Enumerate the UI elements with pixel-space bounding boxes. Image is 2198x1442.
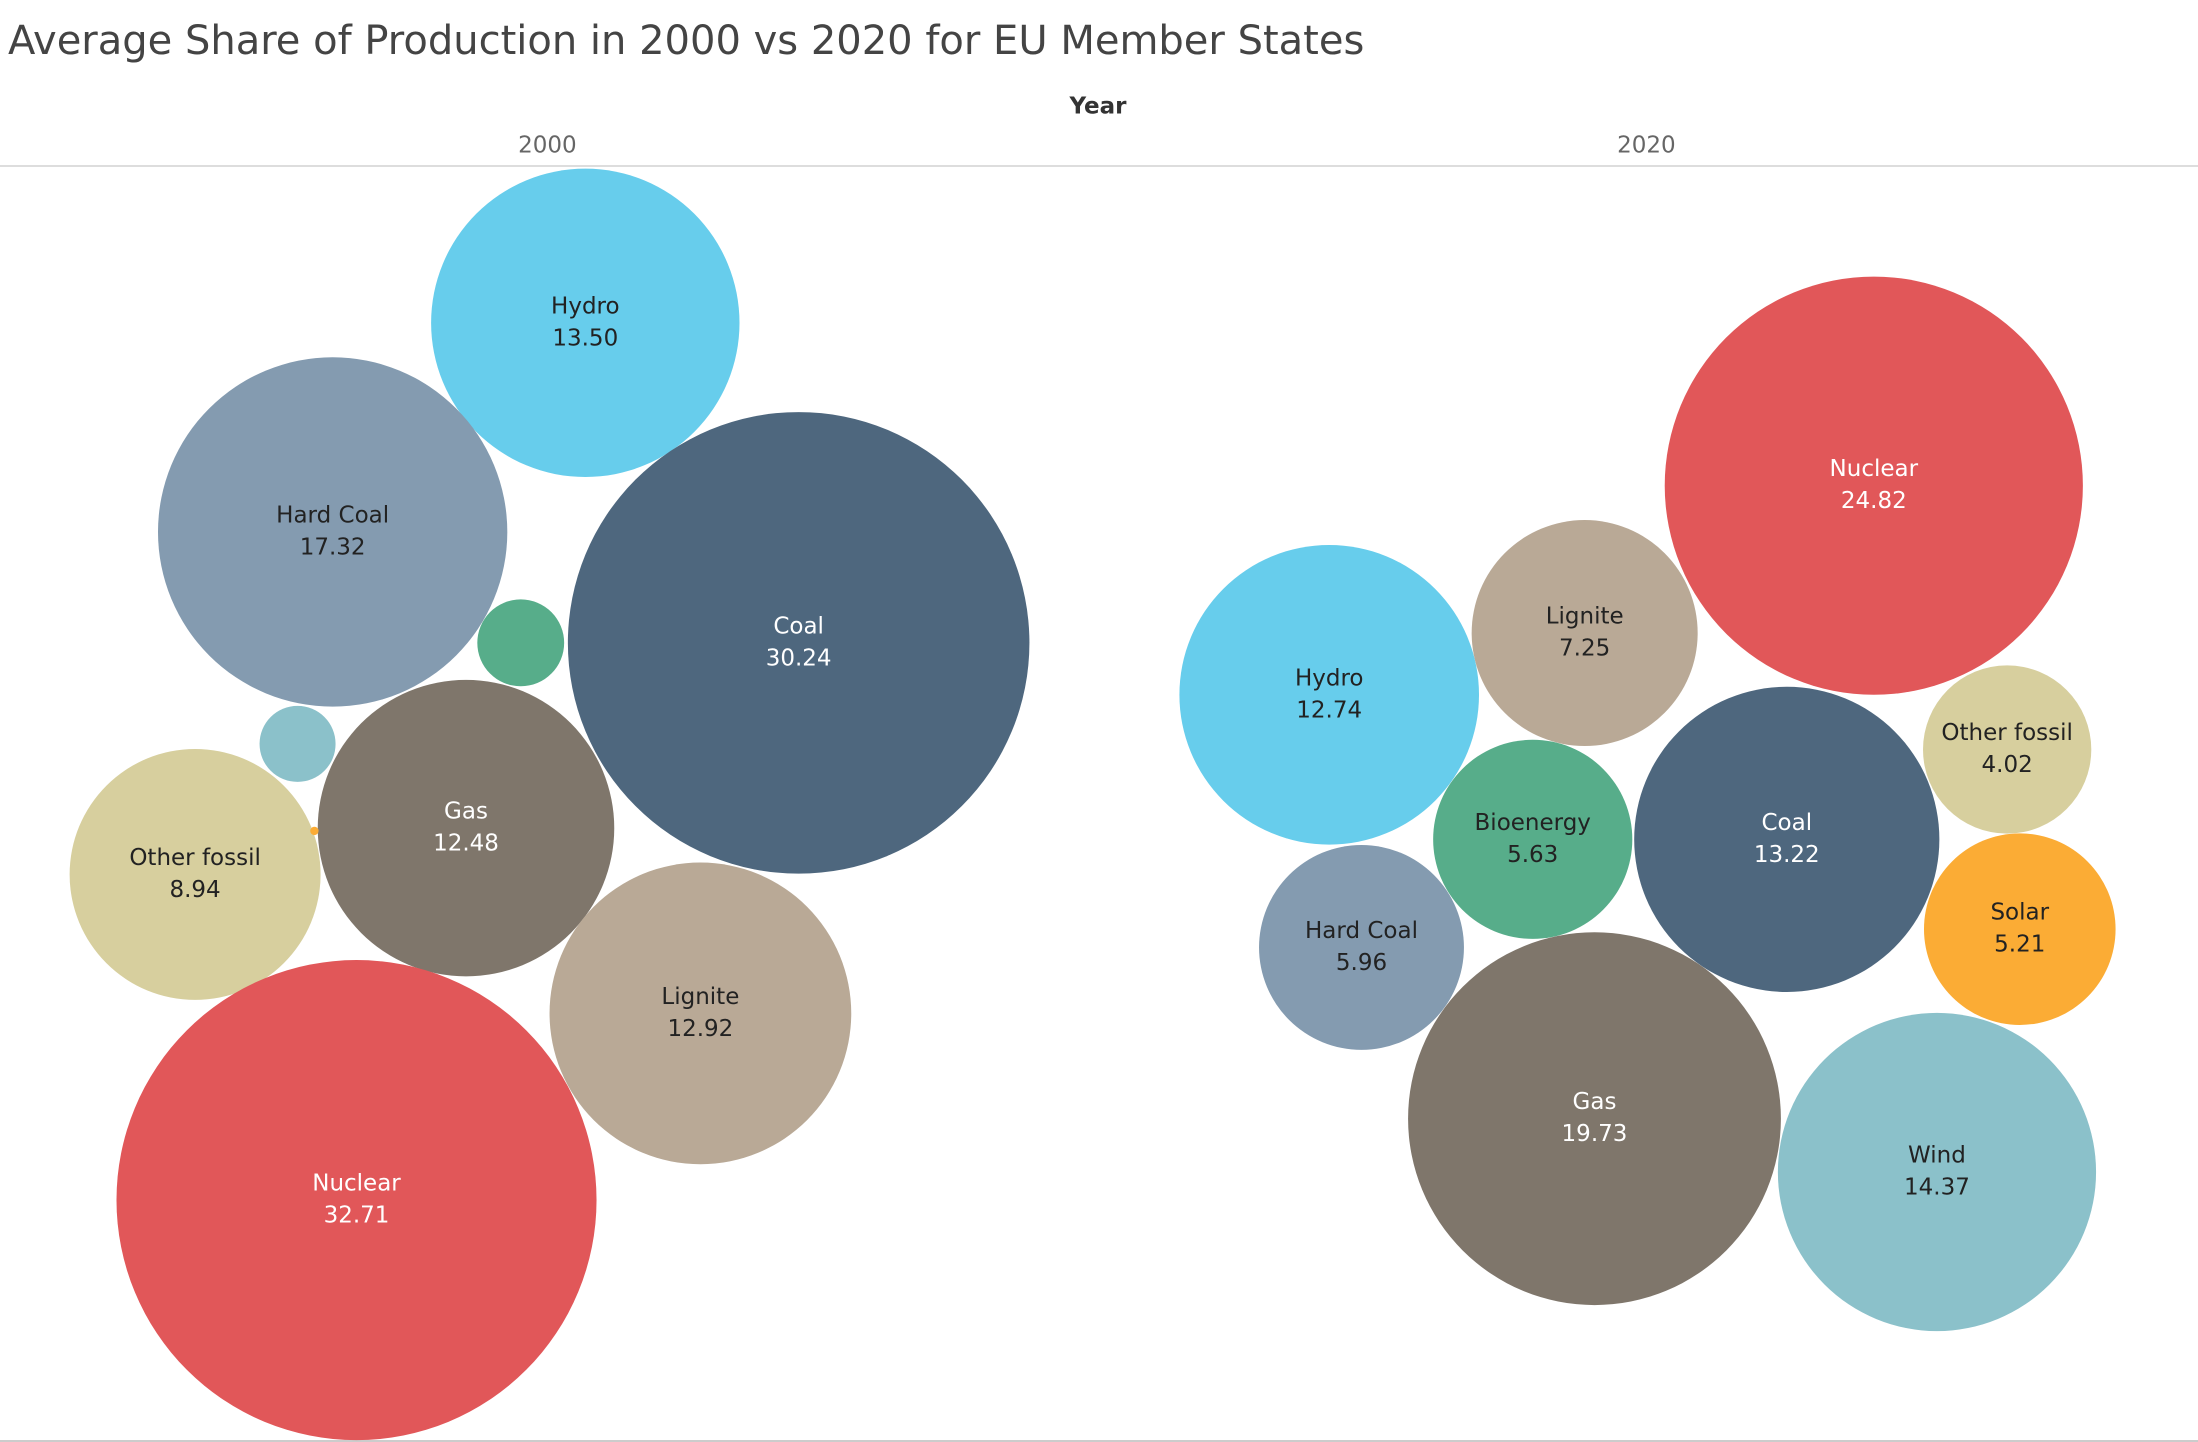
bubble-label: Hard Coal: [276, 502, 389, 528]
bubble-value: 5.63: [1507, 842, 1558, 868]
bubble-value: 12.48: [433, 831, 499, 857]
bubble-value: 7.25: [1559, 636, 1610, 662]
bubble-value: 13.50: [552, 325, 618, 351]
bubble: [549, 862, 852, 1165]
bubble: [1923, 665, 2092, 834]
bubble: [259, 705, 336, 782]
facet-label: Year: [1068, 94, 1127, 120]
bubble-label: Bioenergy: [1475, 810, 1591, 836]
bubble-label: Wind: [1908, 1143, 1966, 1169]
bubble: [1471, 520, 1698, 747]
bubble: [1433, 739, 1633, 939]
bubble: [431, 168, 740, 478]
bubble-value: 5.21: [1994, 932, 2045, 958]
panel-label: 2000: [518, 132, 577, 158]
bubble: [1777, 1012, 2097, 1332]
bubble: [1923, 833, 2116, 1025]
bubble-label: Hydro: [551, 293, 620, 319]
bubble-label: Hydro: [1295, 665, 1364, 691]
bubble-label: Nuclear: [312, 1171, 401, 1197]
bubble-value: 17.32: [300, 534, 366, 560]
bubble-value: 14.37: [1904, 1175, 1970, 1201]
bubble-label: Coal: [1761, 810, 1812, 836]
bubble-label: Gas: [1573, 1089, 1617, 1115]
bubble-label: Hard Coal: [1305, 918, 1418, 944]
panel-label: 2020: [1617, 132, 1676, 158]
bubble-value: 19.73: [1562, 1121, 1628, 1147]
bubble-label: Solar: [1990, 900, 2049, 926]
bubble: [317, 679, 615, 977]
bubble-label: Gas: [444, 799, 488, 825]
chart-title: Average Share of Production in 2000 vs 2…: [8, 18, 1364, 64]
bubble-label: Lignite: [1546, 604, 1624, 630]
bubble-value: 4.02: [1982, 752, 2033, 778]
bubble-value: 24.82: [1841, 488, 1907, 514]
bubble-value: 5.96: [1336, 950, 1387, 976]
bubble-label: Other fossil: [129, 845, 261, 871]
bubble-value: 32.71: [324, 1203, 390, 1229]
bubble: [1408, 932, 1781, 1306]
bubble-label: Lignite: [661, 984, 739, 1010]
bubble: [1179, 544, 1480, 845]
bubble-value: 13.22: [1754, 842, 1820, 868]
bubble: [1664, 276, 2083, 695]
bubble: [1259, 844, 1464, 1050]
bubble: [567, 412, 1030, 874]
bubble: [116, 960, 597, 1441]
bubble: [69, 748, 321, 1000]
bubble: [477, 599, 565, 687]
bubble-label: Other fossil: [1941, 720, 2073, 746]
bubble-value: 30.24: [766, 645, 832, 671]
bubble-value: 12.74: [1296, 697, 1362, 723]
bubble-value: 12.92: [667, 1016, 733, 1042]
bubble-label: Nuclear: [1830, 456, 1919, 482]
bubble: [310, 826, 319, 836]
bubble-label: Coal: [773, 613, 824, 639]
bubble: [1634, 686, 1940, 992]
bubble: [157, 357, 508, 707]
bubble-value: 8.94: [169, 877, 220, 903]
